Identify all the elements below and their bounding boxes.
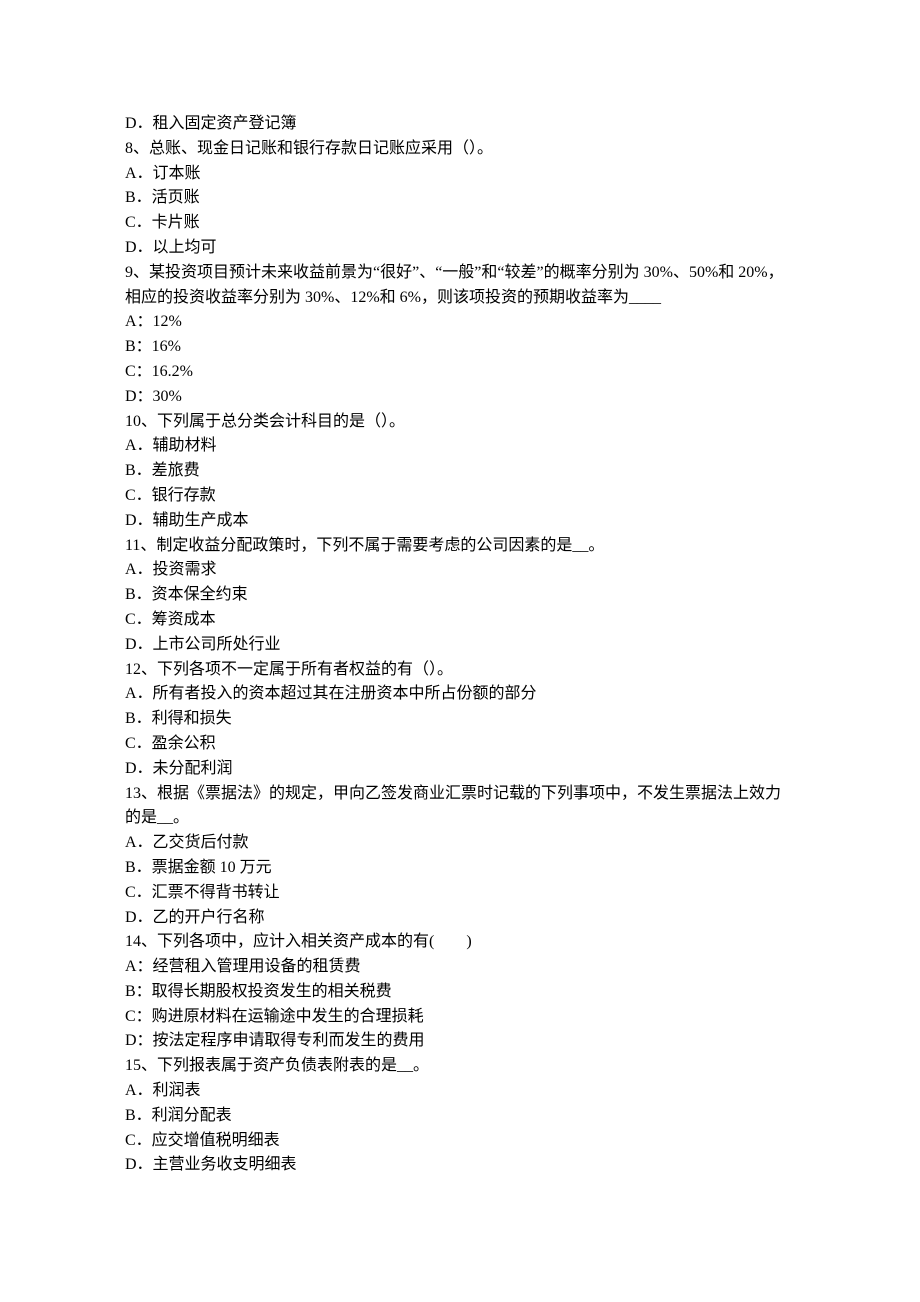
option-8d: D．以上均可 <box>125 236 795 261</box>
question-8: 8、总账、现金日记账和银行存款日记账应采用（）。 <box>125 137 795 162</box>
option-13c: C．汇票不得背书转让 <box>125 881 795 906</box>
question-9: 9、某投资项目预计未来收益前景为“很好”、“一般”和“较差”的概率分别为 30%… <box>125 261 795 311</box>
option-11d: D．上市公司所处行业 <box>125 633 795 658</box>
question-11: 11、制定收益分配政策时，下列不属于需要考虑的公司因素的是__。 <box>125 534 795 559</box>
option-9a: A：12% <box>125 310 795 335</box>
option-11c: C．筹资成本 <box>125 608 795 633</box>
question-13: 13、根据《票据法》的规定，甲向乙签发商业汇票时记载的下列事项中，不发生票据法上… <box>125 782 795 832</box>
option-13a: A．乙交货后付款 <box>125 831 795 856</box>
option-15c: C．应交增值税明细表 <box>125 1129 795 1154</box>
option-9c: C：16.2% <box>125 360 795 385</box>
option-14b: B：取得长期股权投资发生的相关税费 <box>125 980 795 1005</box>
option-14d: D：按法定程序申请取得专利而发生的费用 <box>125 1029 795 1054</box>
option-9b: B：16% <box>125 335 795 360</box>
option-12c: C．盈余公积 <box>125 732 795 757</box>
option-8a: A．订本账 <box>125 162 795 187</box>
option-14c: C：购进原材料在运输途中发生的合理损耗 <box>125 1005 795 1030</box>
option-15b: B．利润分配表 <box>125 1104 795 1129</box>
option-13b: B．票据金额 10 万元 <box>125 856 795 881</box>
option-9d: D：30% <box>125 385 795 410</box>
question-15: 15、下列报表属于资产负债表附表的是__。 <box>125 1054 795 1079</box>
option-10b: B．差旅费 <box>125 459 795 484</box>
option-12a: A．所有者投入的资本超过其在注册资本中所占份额的部分 <box>125 682 795 707</box>
text-line: D．租入固定资产登记簿 <box>125 112 795 137</box>
option-14a: A：经营租入管理用设备的租赁费 <box>125 955 795 980</box>
option-12d: D．未分配利润 <box>125 757 795 782</box>
option-10a: A．辅助材料 <box>125 434 795 459</box>
option-13d: D．乙的开户行名称 <box>125 906 795 931</box>
question-10: 10、下列属于总分类会计科目的是（）。 <box>125 410 795 435</box>
question-12: 12、下列各项不一定属于所有者权益的有（）。 <box>125 658 795 683</box>
question-14: 14、下列各项中，应计入相关资产成本的有( ) <box>125 930 795 955</box>
option-11b: B．资本保全约束 <box>125 583 795 608</box>
option-8c: C．卡片账 <box>125 211 795 236</box>
option-11a: A．投资需求 <box>125 558 795 583</box>
option-12b: B．利得和损失 <box>125 707 795 732</box>
option-15a: A．利润表 <box>125 1079 795 1104</box>
option-10c: C．银行存款 <box>125 484 795 509</box>
option-15d: D．主营业务收支明细表 <box>125 1153 795 1178</box>
option-8b: B．活页账 <box>125 186 795 211</box>
option-10d: D．辅助生产成本 <box>125 509 795 534</box>
